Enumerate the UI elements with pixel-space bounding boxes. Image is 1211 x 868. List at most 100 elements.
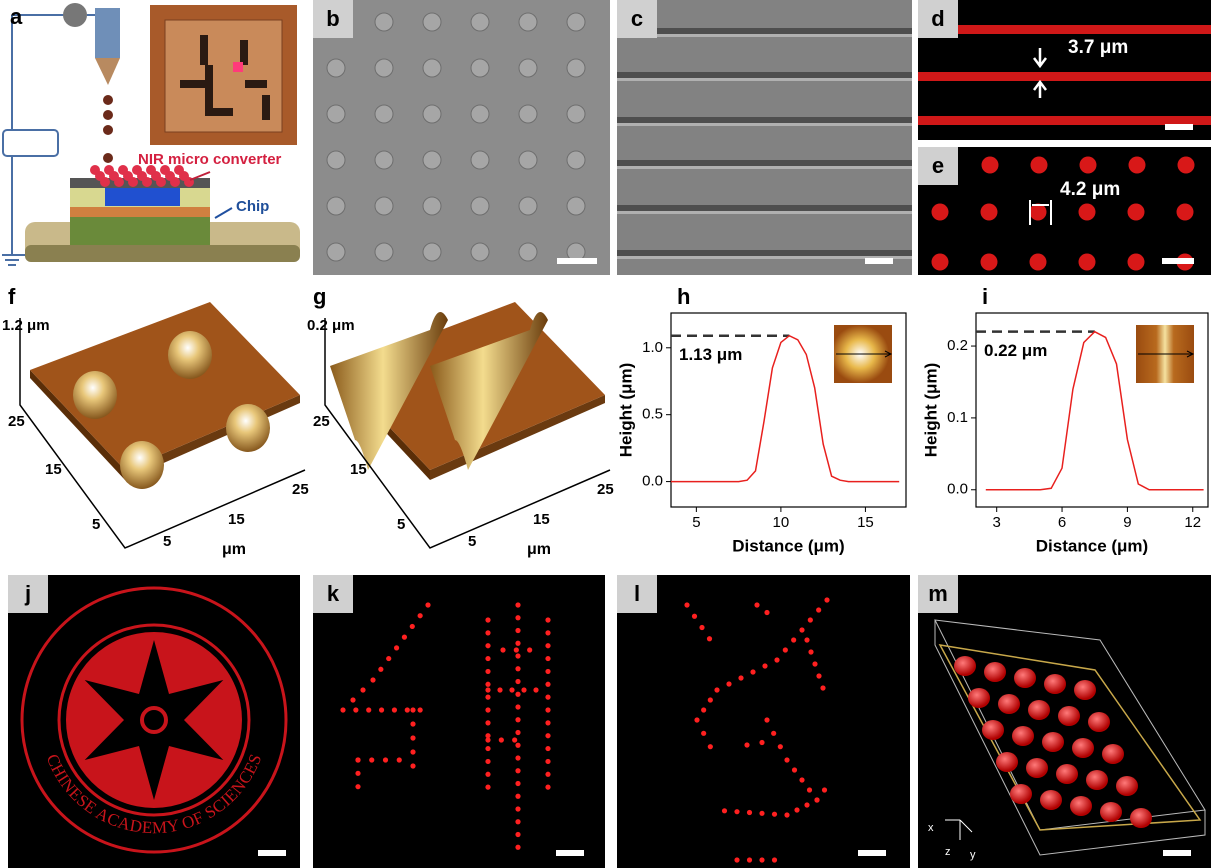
red-dot (515, 666, 521, 672)
red-dot (1078, 253, 1096, 271)
red-dot (515, 640, 521, 646)
dome (326, 196, 346, 216)
pointer (214, 207, 233, 219)
red-dot (396, 757, 402, 763)
logo-ring (20, 586, 288, 854)
red-dot (485, 655, 491, 662)
red-dot (515, 653, 521, 659)
red-dot (820, 685, 826, 691)
annotation: 1.13 μm (679, 345, 742, 364)
red-dot (515, 704, 521, 710)
panel-label-box (918, 0, 958, 38)
red-dot (515, 729, 521, 736)
red-dot (744, 742, 750, 748)
sphere (968, 688, 990, 708)
red-dot (545, 668, 551, 675)
red-dot (707, 744, 713, 750)
red-dot (981, 156, 999, 174)
panel-label: m (928, 581, 948, 606)
red-dot (545, 655, 551, 662)
red-dot (1029, 253, 1047, 271)
red-dot (360, 687, 366, 693)
dome (566, 196, 586, 216)
red-dot (485, 758, 491, 765)
logo-ring (57, 623, 251, 817)
red-dot (545, 681, 551, 687)
red-dot (746, 809, 753, 816)
panel-label-box (617, 575, 657, 613)
photo-spot (233, 62, 243, 72)
bump (168, 331, 212, 379)
panel-label: f (8, 284, 16, 309)
red-dot (353, 707, 359, 713)
red-dot (734, 857, 740, 863)
panel-label-box (617, 0, 657, 38)
red-dot (750, 669, 756, 675)
scale-bar (1162, 258, 1194, 264)
red-line (918, 72, 1211, 81)
stripe-edge (617, 34, 912, 37)
red-dot (515, 678, 521, 685)
red-dot (485, 630, 491, 636)
micro-dot (156, 177, 166, 187)
red-dot (497, 687, 503, 693)
logo-center (140, 706, 168, 734)
red-dot (515, 615, 521, 621)
axis-glyph (945, 819, 973, 840)
panel-label: j (24, 581, 31, 606)
red-dot (370, 677, 376, 683)
red-dot (391, 707, 398, 713)
ridge (430, 312, 548, 470)
red-dot (791, 637, 797, 643)
micro-dot (142, 177, 152, 187)
red-dot (726, 681, 732, 687)
tick-label: 15 (228, 511, 245, 528)
tick-label: 5 (163, 533, 171, 550)
red-dot (545, 758, 551, 765)
x-tick-label: 6 (1058, 514, 1066, 531)
afm-axis (19, 318, 306, 549)
red-dot (784, 757, 790, 763)
red-dot (545, 720, 551, 726)
axis-label: 0.2 μm (307, 317, 355, 334)
chip-core (105, 188, 180, 206)
afm-surface (30, 302, 300, 470)
red-dot (784, 812, 790, 818)
y-tick-label: 0.5 (642, 406, 663, 423)
red-dot (777, 744, 783, 750)
axis-label: μm (527, 541, 551, 558)
stripe (617, 250, 912, 256)
x-tick-label: 5 (692, 514, 700, 531)
red-dot (425, 602, 431, 608)
red-dot (355, 770, 361, 776)
red-dot (340, 707, 346, 713)
sem-image (617, 0, 912, 275)
logo-flower (84, 640, 224, 800)
red-dot (417, 613, 423, 619)
chip-layer (70, 215, 210, 245)
panel-label: h (677, 284, 690, 309)
sphere (1026, 758, 1048, 778)
red-dot (738, 675, 744, 681)
scale-bar (1165, 124, 1193, 130)
sphere (982, 720, 1004, 740)
panel-label: a (10, 4, 23, 29)
red-dot (1030, 156, 1048, 174)
line (985, 330, 1204, 491)
red-dot (762, 663, 768, 669)
dome (374, 196, 394, 216)
stripe-edge (617, 256, 912, 259)
red-dot (821, 787, 828, 793)
stripe (617, 205, 912, 211)
red-dot (350, 697, 356, 703)
axis-label: 1.2 μm (2, 317, 50, 334)
sphere (1116, 776, 1138, 796)
red-dot (814, 797, 820, 803)
red-dot (1079, 156, 1097, 174)
red-dot (410, 707, 416, 713)
x-axis-label: Distance (μm) (1036, 536, 1148, 555)
red-dot (409, 623, 415, 630)
red-dot (515, 602, 521, 608)
nozzle-tip (95, 58, 120, 85)
